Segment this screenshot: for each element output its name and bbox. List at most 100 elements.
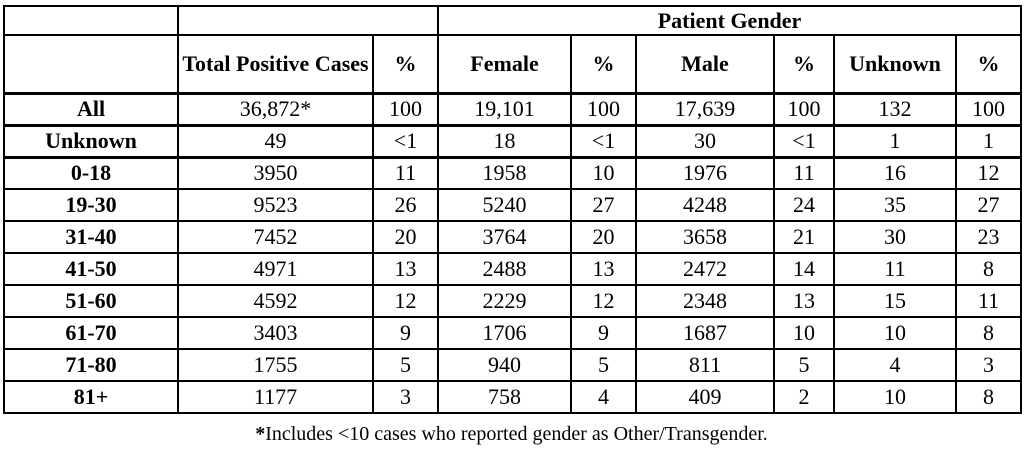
age-group-cell: All xyxy=(3,92,179,127)
unknown-cell: 15 xyxy=(833,284,957,318)
col-header-female: Female xyxy=(437,34,572,95)
col-header-male: Male xyxy=(635,34,775,95)
total-cases-cell: 1177 xyxy=(177,380,374,414)
female-pct-cell: 100 xyxy=(570,92,637,127)
female-cell: 2488 xyxy=(437,252,572,286)
table-row-19-30: 19-30 9523 26 5240 27 4248 24 35 27 xyxy=(3,188,1023,222)
female-cell: 1706 xyxy=(437,316,572,350)
col-header-male-pct: % xyxy=(773,34,835,95)
male-pct-cell: 11 xyxy=(773,156,835,190)
female-cell: 19,101 xyxy=(437,92,572,127)
patient-gender-table: Patient Gender Total Positive Cases % Fe… xyxy=(3,5,1023,414)
female-cell: 1958 xyxy=(437,156,572,190)
male-cell: 2348 xyxy=(635,284,775,318)
unknown-pct-cell: 27 xyxy=(954,188,1023,222)
group-header-row: Patient Gender xyxy=(3,5,1023,36)
female-cell: 5240 xyxy=(437,188,572,222)
total-cases-cell: 4971 xyxy=(177,252,374,286)
unknown-pct-cell: 23 xyxy=(954,220,1023,254)
age-group-cell: 51-60 xyxy=(3,284,179,318)
footnote-text: Includes <10 cases who reported gender a… xyxy=(265,423,768,445)
female-cell: 758 xyxy=(437,380,572,414)
female-pct-cell: 9 xyxy=(570,316,637,350)
male-pct-cell: 5 xyxy=(773,348,835,382)
male-cell: 3658 xyxy=(635,220,775,254)
age-group-cell: 31-40 xyxy=(3,220,179,254)
female-pct-cell: 12 xyxy=(570,284,637,318)
spacer-cell xyxy=(3,5,179,36)
female-pct-cell: 10 xyxy=(570,156,637,190)
female-pct-cell: 5 xyxy=(570,348,637,382)
male-pct-cell: 13 xyxy=(773,284,835,318)
male-cell: 2472 xyxy=(635,252,775,286)
female-pct-cell: <1 xyxy=(570,124,637,159)
male-pct-cell: 100 xyxy=(773,92,835,127)
unknown-cell: 132 xyxy=(833,92,957,127)
total-pct-cell: 100 xyxy=(372,92,439,127)
total-pct-cell: 5 xyxy=(372,348,439,382)
total-cases-cell: 1755 xyxy=(177,348,374,382)
unknown-cell: 1 xyxy=(833,124,957,159)
total-cases-cell: 36,872* xyxy=(177,92,374,127)
col-header-unknown: Unknown xyxy=(833,34,957,95)
table-row-71-80: 71-80 1755 5 940 5 811 5 4 3 xyxy=(3,348,1023,382)
unknown-cell: 30 xyxy=(833,220,957,254)
female-cell: 2229 xyxy=(437,284,572,318)
column-header-row: Total Positive Cases % Female % Male % U… xyxy=(3,34,1023,95)
total-pct-cell: 9 xyxy=(372,316,439,350)
table-row-51-60: 51-60 4592 12 2229 12 2348 13 15 11 xyxy=(3,284,1023,318)
col-header-total-positive-cases: Total Positive Cases xyxy=(177,34,374,95)
total-pct-cell: 12 xyxy=(372,284,439,318)
total-cases-cell: 3403 xyxy=(177,316,374,350)
age-group-cell: 41-50 xyxy=(3,252,179,286)
unknown-pct-cell: 1 xyxy=(954,124,1023,159)
table-row-0-18: 0-18 3950 11 1958 10 1976 11 16 12 xyxy=(3,156,1023,190)
male-cell: 17,639 xyxy=(635,92,775,127)
total-cases-cell: 9523 xyxy=(177,188,374,222)
unknown-pct-cell: 12 xyxy=(954,156,1023,190)
total-pct-cell: 20 xyxy=(372,220,439,254)
unknown-cell: 16 xyxy=(833,156,957,190)
unknown-cell: 10 xyxy=(833,380,957,414)
unknown-pct-cell: 8 xyxy=(954,380,1023,414)
col-header-age xyxy=(3,34,179,95)
female-pct-cell: 4 xyxy=(570,380,637,414)
total-cases-cell: 7452 xyxy=(177,220,374,254)
male-cell: 4248 xyxy=(635,188,775,222)
male-pct-cell: 14 xyxy=(773,252,835,286)
total-cases-cell: 3950 xyxy=(177,156,374,190)
total-pct-cell: <1 xyxy=(372,124,439,159)
age-group-cell: 0-18 xyxy=(3,156,179,190)
col-header-total-pct: % xyxy=(372,34,439,95)
footnote: *Includes <10 cases who reported gender … xyxy=(3,423,1020,446)
unknown-pct-cell: 8 xyxy=(954,252,1023,286)
footnote-asterisk: * xyxy=(255,423,266,445)
total-pct-cell: 11 xyxy=(372,156,439,190)
table-row-31-40: 31-40 7452 20 3764 20 3658 21 30 23 xyxy=(3,220,1023,254)
unknown-cell: 4 xyxy=(833,348,957,382)
age-group-cell: 61-70 xyxy=(3,316,179,350)
unknown-cell: 11 xyxy=(833,252,957,286)
table-row-unknown: Unknown 49 <1 18 <1 30 <1 1 1 xyxy=(3,124,1023,159)
age-group-cell: 19-30 xyxy=(3,188,179,222)
table-row-61-70: 61-70 3403 9 1706 9 1687 10 10 8 xyxy=(3,316,1023,350)
male-cell: 1687 xyxy=(635,316,775,350)
unknown-pct-cell: 3 xyxy=(954,348,1023,382)
male-cell: 1976 xyxy=(635,156,775,190)
female-cell: 940 xyxy=(437,348,572,382)
total-cases-cell: 4592 xyxy=(177,284,374,318)
male-pct-cell: <1 xyxy=(773,124,835,159)
total-pct-cell: 13 xyxy=(372,252,439,286)
male-pct-cell: 2 xyxy=(773,380,835,414)
spacer-cell xyxy=(177,5,439,36)
unknown-pct-cell: 100 xyxy=(954,92,1023,127)
total-pct-cell: 26 xyxy=(372,188,439,222)
age-group-cell: 81+ xyxy=(3,380,179,414)
total-pct-cell: 3 xyxy=(372,380,439,414)
patient-gender-group-header: Patient Gender xyxy=(436,5,1023,36)
female-pct-cell: 20 xyxy=(570,220,637,254)
male-cell: 30 xyxy=(635,124,775,159)
col-header-female-pct: % xyxy=(570,34,637,95)
female-pct-cell: 13 xyxy=(570,252,637,286)
